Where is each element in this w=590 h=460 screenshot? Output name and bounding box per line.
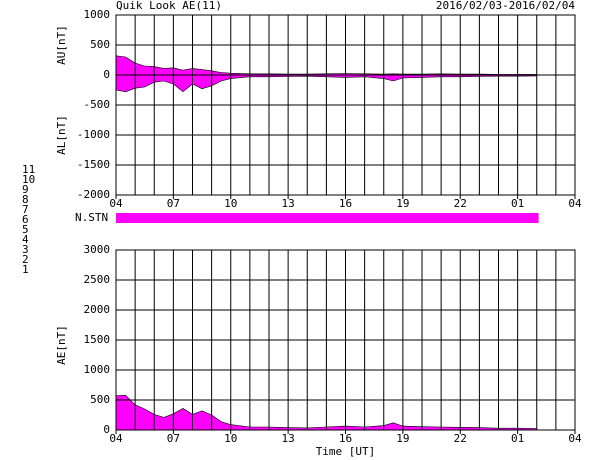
station-number: 5 bbox=[22, 223, 29, 236]
x-tick-label: 16 bbox=[339, 432, 352, 445]
station-number: 7 bbox=[22, 203, 29, 216]
y-tick-label: 0 bbox=[103, 68, 110, 81]
station-number: 4 bbox=[22, 233, 29, 246]
y-tick-label: 2500 bbox=[84, 273, 111, 286]
x-tick-label: 10 bbox=[224, 432, 237, 445]
y-tick-label: -2000 bbox=[77, 188, 110, 201]
y-tick-label: -1000 bbox=[77, 128, 110, 141]
station-number: 11 bbox=[22, 163, 35, 176]
y-tick-label: 1000 bbox=[84, 8, 111, 21]
station-number: 8 bbox=[22, 193, 29, 206]
y-tick-label: 3000 bbox=[84, 243, 111, 256]
x-tick-label: 13 bbox=[282, 432, 295, 445]
station-number: 1 bbox=[22, 263, 29, 276]
x-tick-label: 16 bbox=[339, 197, 352, 210]
x-tick-label: 04 bbox=[568, 197, 582, 210]
station-number: 10 bbox=[22, 173, 35, 186]
x-tick-label: 04 bbox=[109, 432, 123, 445]
x-tick-label: 04 bbox=[568, 432, 582, 445]
y-axis-label: AL[nT] bbox=[55, 115, 68, 155]
station-bar bbox=[116, 213, 539, 223]
plot-frame bbox=[115, 14, 576, 196]
y-tick-label: -1500 bbox=[77, 158, 110, 171]
y-tick-label: -500 bbox=[84, 98, 111, 111]
x-tick-label: 19 bbox=[396, 432, 409, 445]
y-tick-label: 1500 bbox=[84, 333, 111, 346]
station-number: 3 bbox=[22, 243, 29, 256]
y-tick-label: 0 bbox=[103, 423, 110, 436]
x-tick-label: 10 bbox=[224, 197, 237, 210]
x-tick-label: 19 bbox=[396, 197, 409, 210]
station-number: 9 bbox=[22, 183, 29, 196]
y-axis-label: AU[nT] bbox=[55, 25, 68, 65]
x-tick-label: 07 bbox=[167, 432, 180, 445]
plot-frame bbox=[115, 249, 576, 431]
y-tick-label: 500 bbox=[90, 38, 110, 51]
x-axis-label: Time [UT] bbox=[316, 445, 376, 458]
x-tick-label: 07 bbox=[167, 197, 180, 210]
chart-title: Quik Look AE(11) bbox=[116, 0, 222, 12]
y-tick-label: 2000 bbox=[84, 303, 111, 316]
y-tick-label: 1000 bbox=[84, 363, 111, 376]
chart-subtitle: 2016/02/03-2016/02/04 bbox=[436, 0, 575, 12]
y-tick-label: 500 bbox=[90, 393, 110, 406]
x-tick-label: 01 bbox=[511, 432, 524, 445]
x-tick-label: 22 bbox=[454, 197, 467, 210]
x-tick-label: 22 bbox=[454, 432, 467, 445]
station-number: 2 bbox=[22, 253, 29, 266]
x-tick-label: 04 bbox=[109, 197, 123, 210]
station-number: 6 bbox=[22, 213, 29, 226]
y-axis-label: AE[nT] bbox=[55, 325, 68, 365]
station-label: N.STN bbox=[75, 211, 108, 224]
x-tick-label: 01 bbox=[511, 197, 524, 210]
x-tick-label: 13 bbox=[282, 197, 295, 210]
